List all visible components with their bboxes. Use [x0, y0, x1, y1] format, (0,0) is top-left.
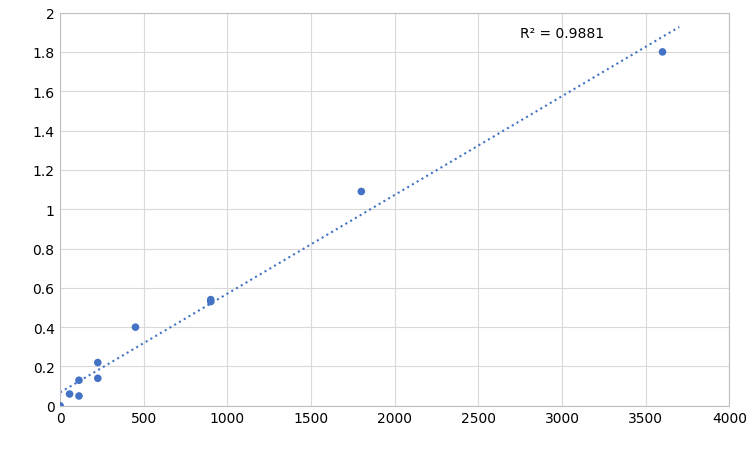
Point — [54, 402, 66, 410]
Point — [73, 392, 85, 400]
Point — [355, 189, 367, 196]
Point — [73, 377, 85, 384]
Point — [129, 324, 141, 331]
Point — [92, 359, 104, 366]
Point — [656, 49, 669, 56]
Point — [92, 375, 104, 382]
Point — [205, 298, 217, 305]
Point — [64, 391, 76, 398]
Point — [205, 296, 217, 304]
Text: R² = 0.9881: R² = 0.9881 — [520, 27, 605, 41]
